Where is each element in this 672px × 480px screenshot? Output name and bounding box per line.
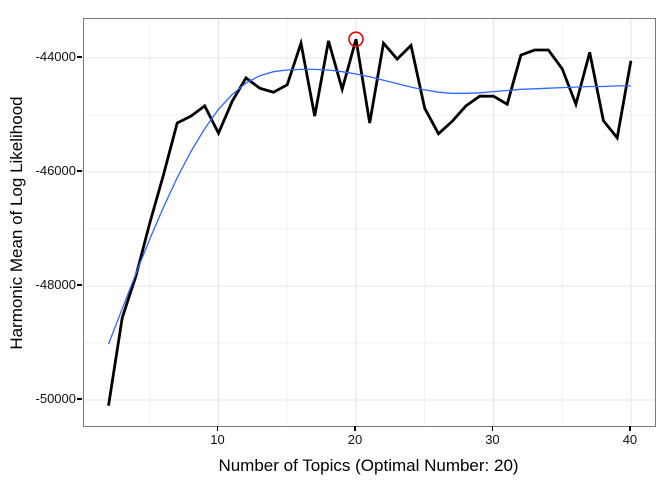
x-tick-mark — [629, 426, 631, 431]
x-tick-label: 40 — [622, 432, 638, 447]
y-tick-mark — [77, 398, 82, 400]
y-axis-title: Harmonic Mean of Log Likelihood — [7, 96, 26, 350]
y-tick-label: -48000 — [35, 277, 76, 292]
plot-panel — [83, 18, 656, 427]
y-tick-mark — [77, 284, 82, 286]
y-tick-label: -46000 — [35, 162, 76, 178]
x-tick-label: 30 — [485, 432, 500, 447]
x-tick-label: 10 — [210, 432, 225, 447]
x-axis-title: Number of Topics (Optimal Number: 20) — [218, 456, 519, 475]
y-tick-label: -44000 — [35, 48, 76, 64]
x-tick-mark — [216, 426, 219, 431]
y-tick-label: -50000 — [35, 391, 76, 406]
y-tick-mark — [77, 56, 82, 58]
x-tick-label: 20 — [347, 432, 363, 447]
y-tick-mark — [77, 170, 82, 172]
harmonic-mean-log-likelihood-line — [107, 37, 633, 406]
x-tick-mark — [491, 426, 494, 431]
plot-canvas — [84, 19, 655, 426]
loess-smooth-line — [107, 68, 631, 345]
optimal-point-circle — [348, 31, 364, 47]
x-tick-mark — [354, 426, 356, 431]
